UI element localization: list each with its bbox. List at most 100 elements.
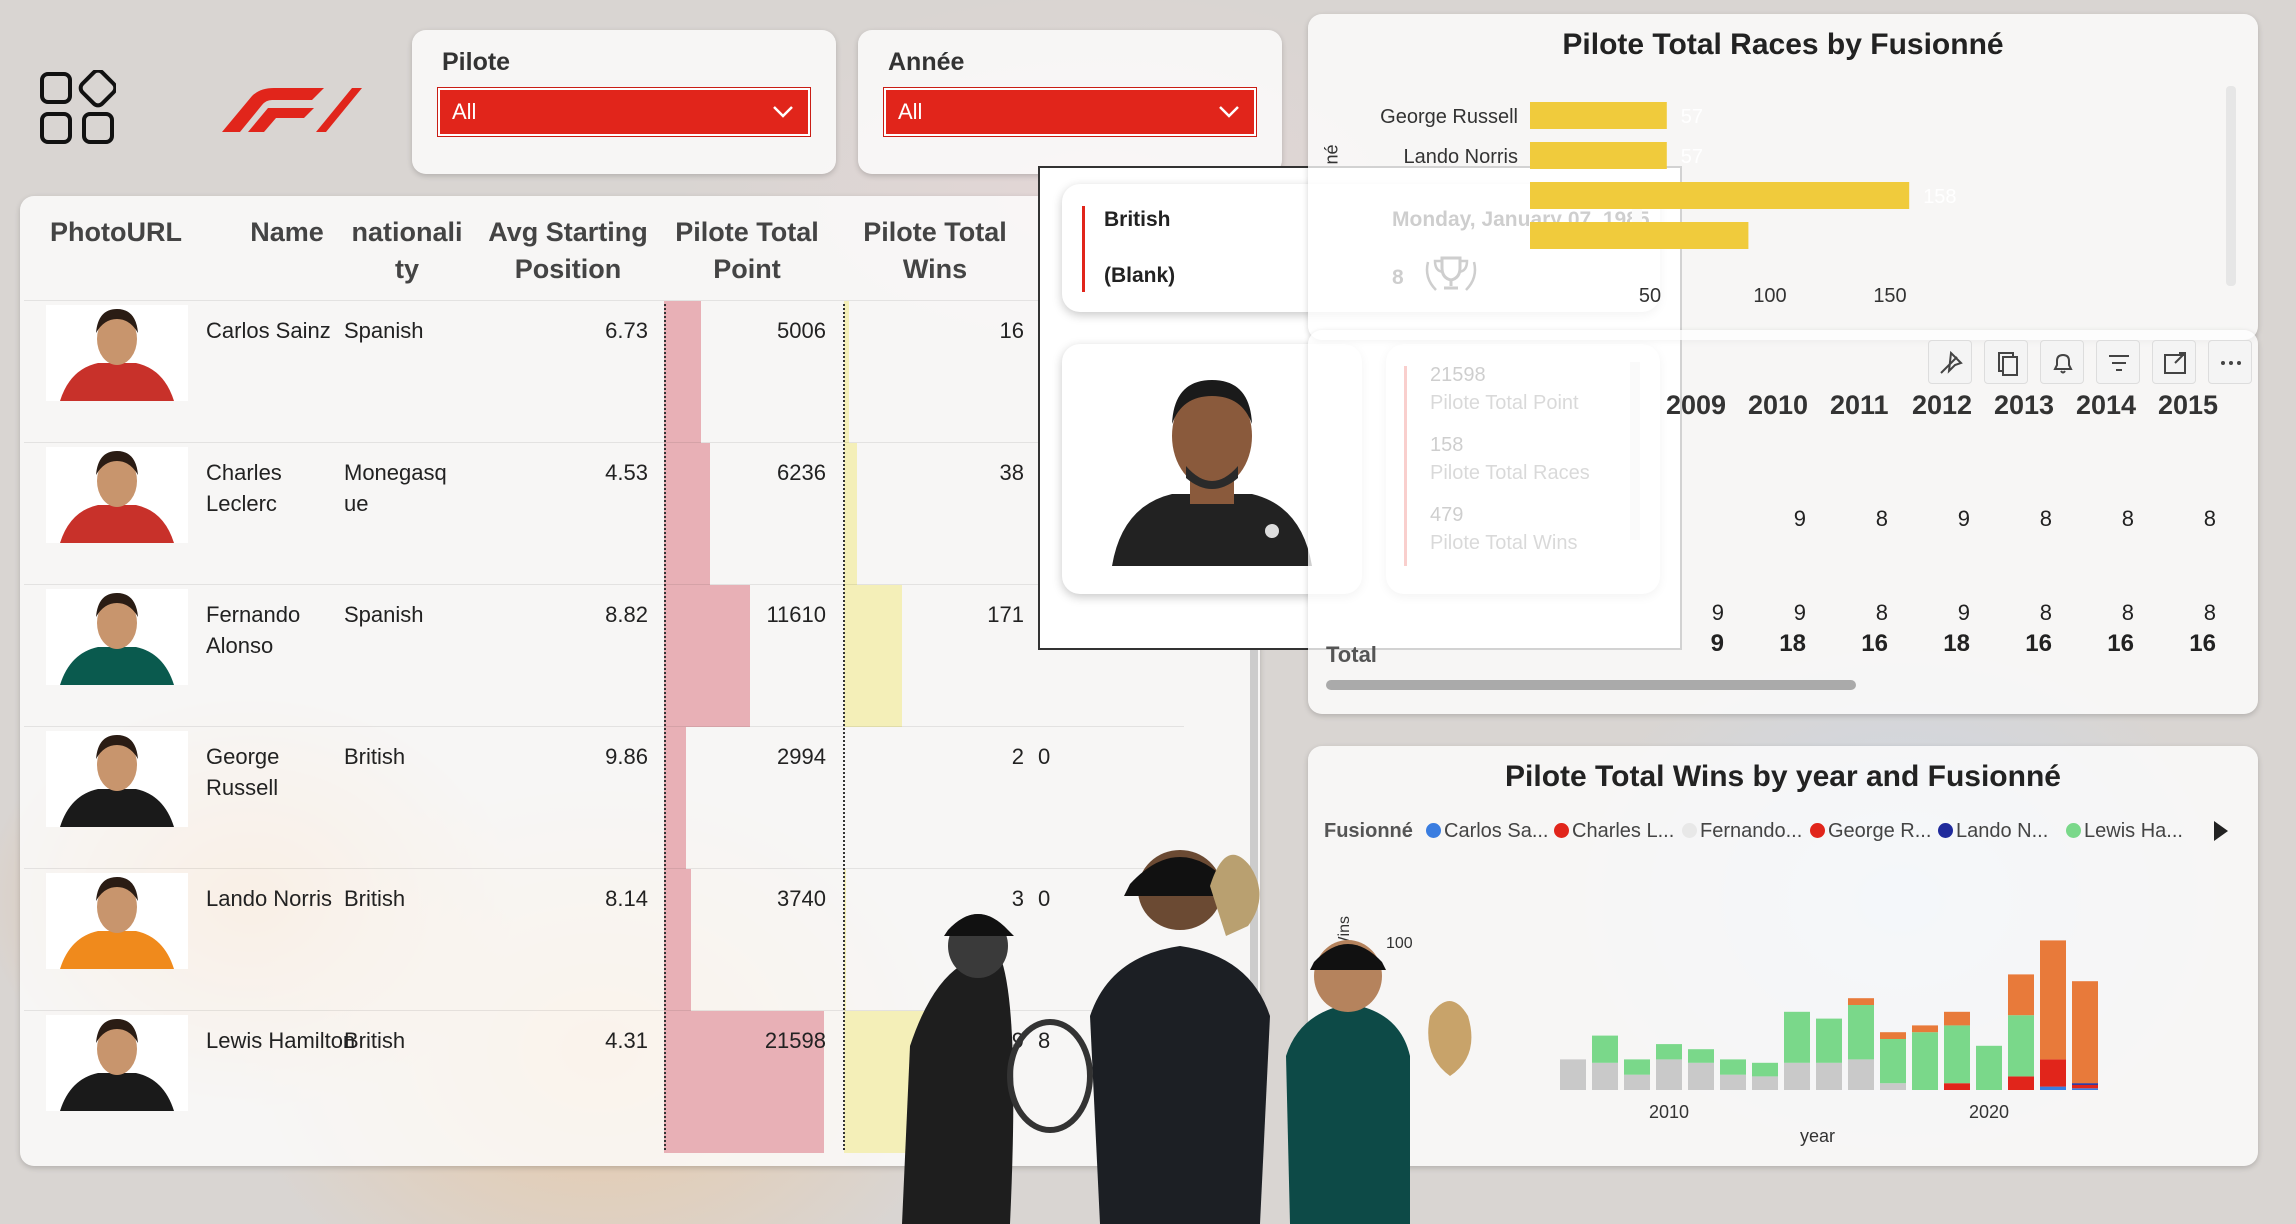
table-row[interactable]: Fernando Alonso Spanish 8.82 11610 171 — [24, 584, 1184, 727]
wins-bar-segment[interactable] — [2040, 1059, 2066, 1087]
wins-bar-segment[interactable] — [2040, 940, 2066, 1060]
wins-bar-segment[interactable] — [1912, 1032, 1938, 1090]
wins-bar-segment[interactable] — [1656, 1044, 1682, 1060]
driver-name: Lando Norris — [206, 886, 332, 911]
wins-bar-segment[interactable] — [1560, 1059, 1586, 1090]
pin-icon[interactable] — [1928, 340, 1972, 384]
header-name[interactable]: Name — [250, 217, 324, 247]
pilote-total-point: 6236 — [777, 460, 826, 485]
legend-item[interactable]: Lando N... — [1938, 820, 2048, 843]
races-bar[interactable] — [1530, 182, 1910, 209]
header-pilote-total-point[interactable]: Pilote Total Point — [675, 217, 819, 284]
wins-bar-segment[interactable] — [1944, 1011, 1970, 1026]
wins-bar-segment[interactable] — [1880, 1039, 1906, 1084]
wins-bar-segment[interactable] — [1624, 1074, 1650, 1090]
table-row[interactable]: George Russell British 9.86 2994 2 0 — [24, 726, 1184, 869]
pilote-dropdown[interactable]: All — [437, 87, 811, 137]
table-row[interactable]: Charles Leclerc Monegasq ue 4.53 6236 38 — [24, 442, 1184, 585]
table-row[interactable]: Carlos Sainz Spanish 6.73 5006 16 — [24, 300, 1184, 443]
points-bar — [664, 1011, 824, 1153]
races-bar[interactable] — [1530, 222, 1749, 249]
copy-icon[interactable] — [1984, 340, 2028, 384]
focus-mode-icon[interactable] — [2152, 340, 2196, 384]
points-bar — [664, 869, 691, 1011]
annee-dropdown[interactable]: All — [883, 87, 1257, 137]
pilote-total-wins: 3 — [1011, 886, 1024, 911]
wins-bar-segment[interactable] — [1784, 1062, 1810, 1090]
wins-bar-segment[interactable] — [1944, 1083, 1970, 1090]
points-bar — [664, 301, 701, 443]
wins-bar-segment[interactable] — [1976, 1045, 2002, 1090]
wins-bar-segment[interactable] — [1816, 1062, 1842, 1090]
more-options-icon[interactable] — [2208, 340, 2252, 384]
wins-bar-segment[interactable] — [1880, 1032, 1906, 1039]
legend-item[interactable]: George R... — [1810, 820, 1931, 843]
wins-bar-segment[interactable] — [2072, 981, 2098, 1084]
bell-icon[interactable] — [2040, 340, 2084, 384]
wins-bar-segment[interactable] — [1592, 1035, 1618, 1063]
filter-icon[interactable] — [2096, 340, 2140, 384]
legend-item[interactable]: Carlos Sa... — [1426, 820, 1548, 843]
matrix-year-header[interactable]: 2013 — [1994, 390, 2055, 420]
wins-bar-segment[interactable] — [1752, 1062, 1778, 1077]
wins-bar-segment[interactable] — [2008, 1076, 2034, 1090]
races-bar[interactable] — [1530, 102, 1667, 129]
wins-bar-segment[interactable] — [1688, 1049, 1714, 1063]
legend-dot — [1810, 823, 1825, 838]
wins-bar-segment[interactable] — [1784, 1011, 1810, 1063]
matrix-year-header[interactable]: 2014 — [2076, 390, 2137, 420]
wins-bar-segment[interactable] — [1912, 1025, 1938, 1033]
wins-bar-segment[interactable] — [1848, 1005, 1874, 1060]
wins-bar-segment[interactable] — [2072, 1084, 2098, 1089]
header-photourl[interactable]: PhotoURL — [50, 217, 182, 247]
matrix-year-header[interactable]: 2011 — [1830, 390, 1889, 420]
races-bar[interactable] — [1530, 142, 1667, 169]
wins-bar-segment[interactable] — [2008, 974, 2034, 1016]
legend-item[interactable]: Charles L... — [1554, 820, 1674, 843]
wins-bar-segment[interactable] — [1816, 1018, 1842, 1063]
races-scrollbar[interactable] — [2226, 86, 2236, 286]
wins-by-year-chart: Pilote Total Wins by year and Fusionné F… — [1308, 746, 2258, 1166]
driver-nationality: British — [344, 1028, 406, 1053]
wins-divider — [843, 304, 845, 1150]
wins-bar-segment[interactable] — [2008, 1015, 2034, 1077]
matrix-year-header[interactable]: 2010 — [1748, 390, 1809, 420]
matrix-year-header[interactable]: 2015 — [2158, 390, 2219, 420]
wins-bar-segment[interactable] — [1944, 1025, 1970, 1084]
matrix-year-header[interactable]: 2009 — [1666, 390, 1727, 420]
wins-bar-segment[interactable] — [2040, 1086, 2066, 1090]
table-scrollbar[interactable] — [1250, 306, 1258, 1126]
wins-bar-segment[interactable] — [1880, 1083, 1906, 1090]
header-pilote-total-wins[interactable]: Pilote Total Wins — [863, 217, 1007, 284]
races-by-pilot-chart: Pilote Total Races by Fusionné né George… — [1308, 14, 2258, 340]
header-avg-starting-position[interactable]: Avg Starting Position — [488, 217, 648, 284]
wins-bar-segment[interactable] — [1848, 1059, 1874, 1090]
matrix-cell: 8 — [2039, 506, 2052, 531]
pilote-total-point: 11610 — [766, 602, 826, 627]
legend-next-icon[interactable] — [2208, 818, 2232, 844]
wins-bar — [844, 443, 857, 585]
wins-bar-segment[interactable] — [1592, 1062, 1618, 1090]
wins-bar-segment[interactable] — [2072, 1083, 2098, 1085]
races-bars: George Russell 57 Lando Norris 57 158 50 100 15… — [1380, 102, 1957, 307]
drivers-celebration-photo — [902, 850, 1472, 1224]
wins-bar-segment[interactable] — [1752, 1076, 1778, 1090]
matrix-year-header[interactable]: 2012 — [1912, 390, 1973, 420]
table-row[interactable]: Lando Norris British 8.14 3740 3 0 — [24, 868, 1184, 1011]
wins-bar-segment[interactable] — [1624, 1059, 1650, 1075]
wins-bar-segment[interactable] — [1656, 1059, 1682, 1090]
legend-item[interactable]: Fernando... — [1682, 820, 1802, 843]
wins-bar-segment[interactable] — [1720, 1074, 1746, 1090]
tooltip-blank: (Blank) — [1104, 264, 1176, 287]
driver-name: Lewis Hamilton — [206, 1028, 356, 1053]
wins-bar-segment[interactable] — [2072, 1088, 2098, 1090]
legend-item[interactable]: Lewis Ha... — [2066, 820, 2183, 843]
header-nationality[interactable]: nationali ty — [351, 217, 463, 284]
matrix-hscrollbar[interactable] — [1326, 680, 1856, 690]
races-bar-label: George Russell — [1380, 106, 1518, 128]
wins-bar-segment[interactable] — [1688, 1062, 1714, 1090]
wins-bar-segment[interactable] — [1720, 1059, 1746, 1075]
pilote-total-wins: 171 — [987, 602, 1024, 627]
wins-bar-segment[interactable] — [1848, 998, 1874, 1005]
apps-grid-icon[interactable] — [40, 70, 116, 146]
